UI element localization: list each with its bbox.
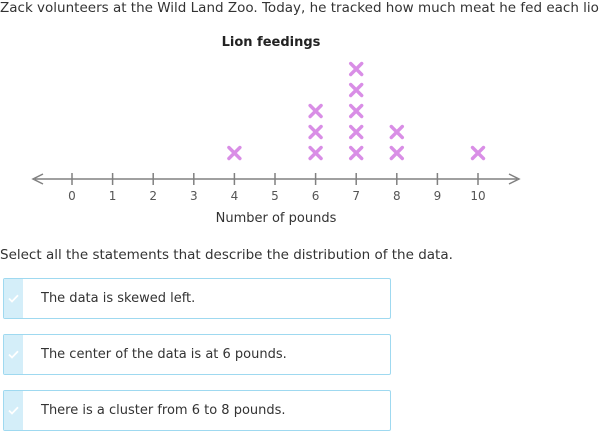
- choice-check-tab: [4, 391, 23, 430]
- x-tick-label: 4: [231, 189, 239, 203]
- data-point-x-mark: [227, 145, 242, 161]
- line-plot-svg: Lion feedings 0 1 2 3 4 5 6 7 8 9 10 Number of pound…: [31, 35, 521, 226]
- axis-arrow-right-icon: [508, 173, 521, 185]
- x-tick-label: 7: [352, 189, 360, 203]
- x-tick-label: 2: [149, 189, 157, 203]
- x-tick-label: 0: [68, 189, 76, 203]
- choice-label: There is a cluster from 6 to 8 pounds.: [41, 403, 286, 418]
- choice-label: The data is skewed left.: [41, 291, 196, 306]
- data-point-x-mark: [470, 145, 486, 161]
- x-axis-label: Number of pounds: [216, 211, 337, 226]
- x-tick-label: 8: [393, 189, 401, 203]
- axis-arrow-left-icon: [31, 173, 44, 185]
- data-point-x-mark: [308, 145, 323, 161]
- check-icon: [8, 350, 19, 359]
- question-intro: Zack volunteers at the Wild Land Zoo. To…: [0, 0, 600, 16]
- data-point-x-mark: [308, 124, 323, 140]
- choice-center-6[interactable]: The center of the data is at 6 pounds.: [3, 334, 391, 375]
- x-tick-label: 9: [434, 189, 442, 203]
- data-point-x-mark: [349, 82, 364, 98]
- chart-title: Lion feedings: [222, 35, 321, 50]
- choice-cluster-6-8[interactable]: There is a cluster from 6 to 8 pounds.: [3, 390, 391, 431]
- x-tick-label: 10: [470, 189, 485, 203]
- x-tick-label: 3: [190, 189, 198, 203]
- check-icon: [8, 294, 19, 303]
- x-tick-label: 1: [109, 189, 117, 203]
- question-prompt: Select all the statements that describe …: [0, 247, 453, 263]
- choice-check-tab: [4, 335, 23, 374]
- data-point-x-mark: [349, 61, 364, 77]
- choice-label: The center of the data is at 6 pounds.: [41, 347, 287, 362]
- data-point-x-mark: [389, 145, 404, 161]
- answer-choices: The data is skewed left. The center of t…: [3, 278, 391, 446]
- data-point-x-mark: [308, 103, 323, 119]
- data-point-x-mark: [389, 124, 404, 140]
- choice-check-tab: [4, 279, 23, 318]
- data-point-x-mark: [349, 103, 364, 119]
- x-tick-label: 5: [271, 189, 279, 203]
- choice-skewed-left[interactable]: The data is skewed left.: [3, 278, 391, 319]
- x-tick-label: 6: [312, 189, 320, 203]
- check-icon: [8, 406, 19, 415]
- line-plot: Lion feedings 0 1 2 3 4 5 6 7 8 9 10 Number of pound…: [0, 28, 600, 238]
- data-point-x-mark: [349, 145, 364, 161]
- data-point-x-mark: [349, 124, 364, 140]
